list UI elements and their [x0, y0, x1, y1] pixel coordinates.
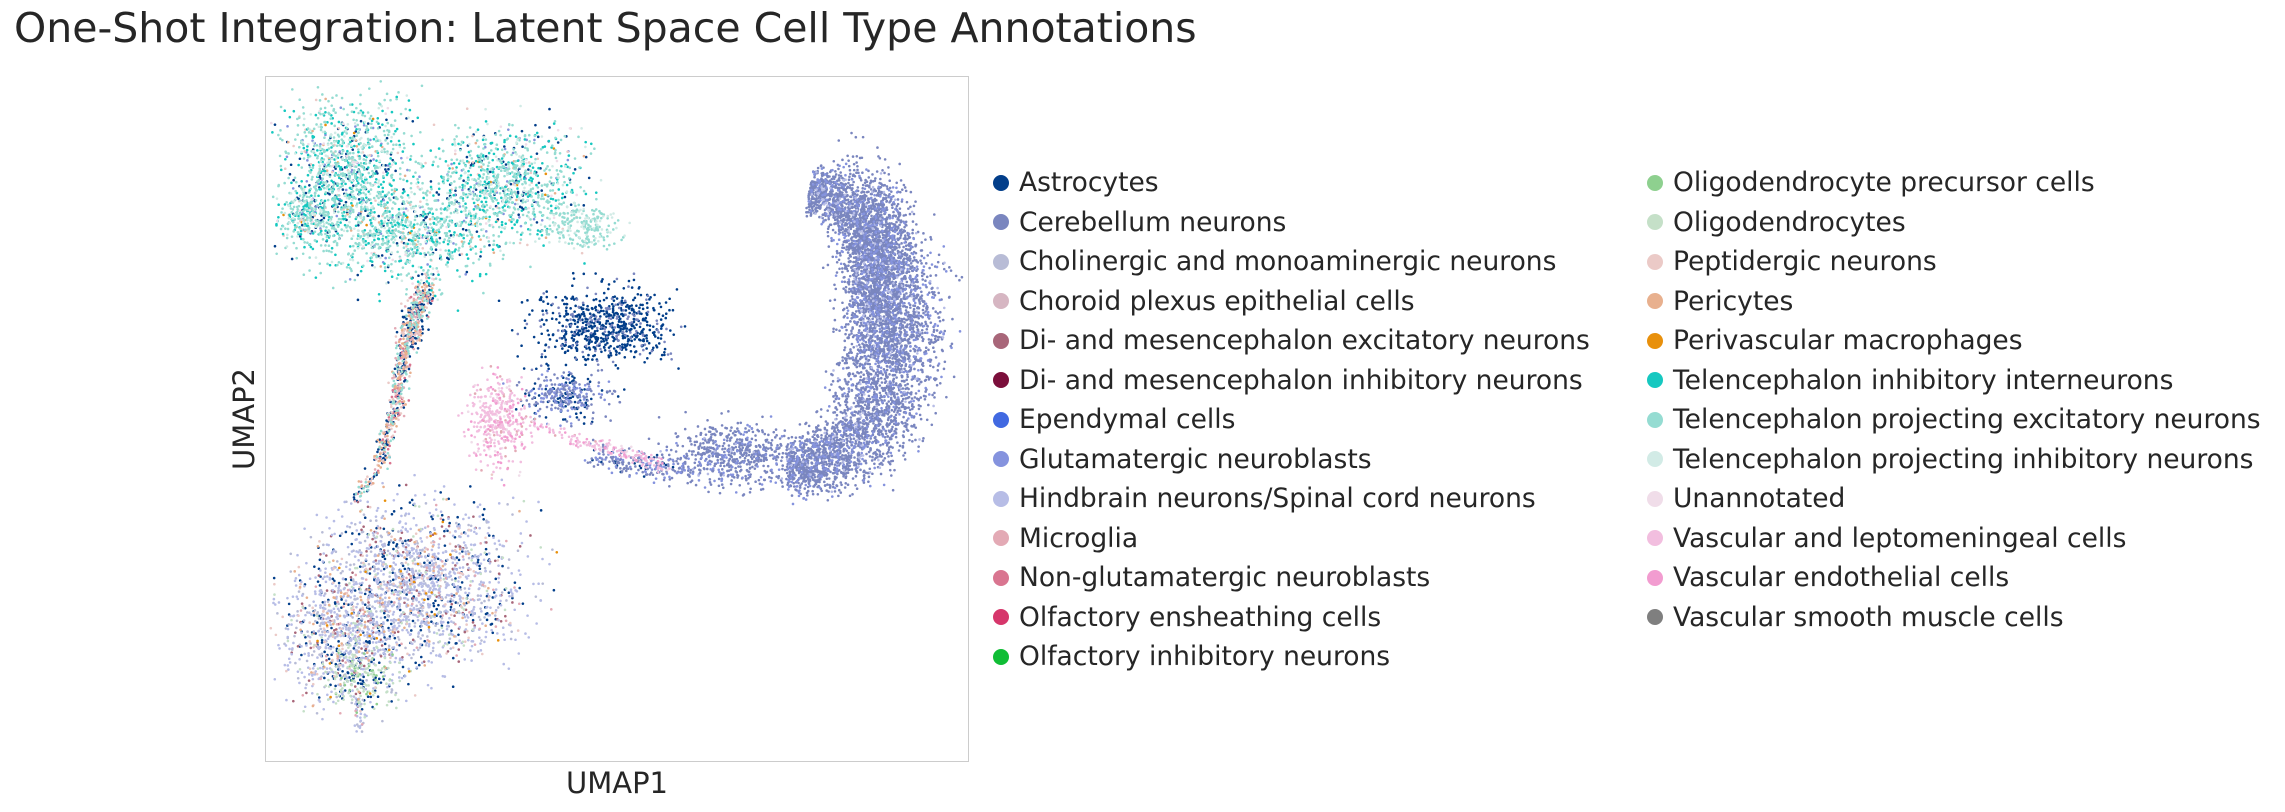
legend-item: Vascular endothelial cells: [1647, 558, 2261, 598]
series-21-points: [269, 106, 669, 477]
series-23-points: [467, 366, 664, 487]
legend-label: Vascular and leptomeningeal cells: [1673, 522, 2127, 554]
legend-swatch: [993, 569, 1009, 586]
legend-item: Vascular smooth muscle cells: [1647, 598, 2261, 638]
legend-item: Microglia: [993, 519, 1590, 559]
legend-item: Telencephalon projecting excitatory neur…: [1647, 400, 2261, 440]
y-axis-label: UMAP2: [227, 367, 261, 471]
legend-label: Cholinergic and monoaminergic neurons: [1019, 246, 1557, 278]
legend-item: Telencephalon projecting inhibitory neur…: [1647, 440, 2261, 480]
legend-item: Olfactory inhibitory neurons: [993, 637, 1590, 677]
legend-item: Di- and mesencephalon inhibitory neurons: [993, 361, 1590, 401]
legend-label: Oligodendrocyte precursor cells: [1673, 167, 2095, 199]
legend-swatch: [993, 174, 1009, 191]
legend-item: Telencephalon inhibitory interneurons: [1647, 361, 2261, 401]
legend-swatch: [1647, 530, 1663, 547]
legend-swatch: [993, 451, 1009, 468]
legend-item: Vascular and leptomeningeal cells: [1647, 519, 2261, 559]
legend-swatch: [993, 214, 1009, 231]
legend-label: Astrocytes: [1019, 167, 1159, 199]
legend-swatch: [1647, 214, 1663, 231]
legend-column-1: Astrocytes Cerebellum neurons Cholinergic …: [993, 163, 1590, 677]
legend-item: Unannotated: [1647, 479, 2261, 519]
legend-item: Astrocytes: [993, 163, 1590, 203]
legend-swatch: [1647, 411, 1663, 428]
legend-label: Di- and mesencephalon excitatory neurons: [1019, 325, 1590, 357]
legend-swatch: [993, 332, 1009, 349]
legend-swatch: [1647, 253, 1663, 270]
legend-swatch: [993, 293, 1009, 310]
legend-swatch: [993, 253, 1009, 270]
plot-area: [265, 76, 969, 762]
legend-label: Non-glutamatergic neuroblasts: [1019, 562, 1431, 594]
chart-title: One-Shot Integration: Latent Space Cell …: [14, 4, 1197, 52]
legend-item: Peptidergic neurons: [1647, 242, 2261, 282]
legend-label: Olfactory inhibitory neurons: [1019, 641, 1391, 673]
legend-swatch: [1647, 293, 1663, 310]
legend-column-2: Oligodendrocyte precursor cells Oligodend…: [1647, 163, 2261, 637]
legend-label: Telencephalon projecting excitatory neur…: [1673, 404, 2261, 436]
legend-label: Vascular endothelial cells: [1673, 562, 2010, 594]
legend-item: Di- and mesencephalon excitatory neurons: [993, 321, 1590, 361]
legend-label: Microglia: [1019, 522, 1139, 554]
legend-item: Oligodendrocytes: [1647, 203, 2261, 243]
legend-label: Oligodendrocytes: [1673, 206, 1906, 238]
series-19-points: [271, 80, 625, 498]
legend-swatch: [1647, 569, 1663, 586]
legend-swatch: [1647, 332, 1663, 349]
legend-item: Olfactory ensheathing cells: [993, 598, 1590, 638]
legend-label: Telencephalon projecting inhibitory neur…: [1673, 443, 2254, 475]
legend-item: Cerebellum neurons: [993, 203, 1590, 243]
legend-item: Cholinergic and monoaminergic neurons: [993, 242, 1590, 282]
legend-label: Di- and mesencephalon inhibitory neurons: [1019, 364, 1583, 396]
series-20-points: [275, 94, 631, 301]
legend-swatch: [993, 648, 1009, 665]
legend-label: Vascular smooth muscle cells: [1673, 601, 2064, 633]
legend-item: Hindbrain neurons/Spinal cord neurons: [993, 479, 1590, 519]
legend-item: Pericytes: [1647, 282, 2261, 322]
legend-label: Cerebellum neurons: [1019, 206, 1287, 238]
legend-swatch: [993, 372, 1009, 389]
legend-label: Glutamatergic neuroblasts: [1019, 443, 1372, 475]
legend-swatch: [993, 490, 1009, 507]
legend-swatch: [993, 609, 1009, 626]
legend-label: Peptidergic neurons: [1673, 246, 1937, 278]
legend-swatch: [1647, 372, 1663, 389]
legend-swatch: [1647, 451, 1663, 468]
legend-item: Choroid plexus epithelial cells: [993, 282, 1590, 322]
series-13-points: [334, 651, 394, 714]
legend-label: Choroid plexus epithelial cells: [1019, 285, 1415, 317]
legend-item: Ependymal cells: [993, 400, 1590, 440]
legend-label: Unannotated: [1673, 483, 1846, 515]
legend-swatch: [993, 411, 1009, 428]
legend-item: Glutamatergic neuroblasts: [993, 440, 1590, 480]
legend-item: Non-glutamatergic neuroblasts: [993, 558, 1590, 598]
legend-swatch: [1647, 609, 1663, 626]
legend-swatch: [1647, 174, 1663, 191]
legend-swatch: [1647, 490, 1663, 507]
series-22-points: [457, 366, 671, 480]
legend-swatch: [993, 530, 1009, 547]
legend-item: Oligodendrocyte precursor cells: [1647, 163, 2261, 203]
legend-label: Telencephalon inhibitory interneurons: [1673, 364, 2174, 396]
series-8-points: [272, 170, 946, 733]
x-axis-label: UMAP1: [565, 766, 669, 800]
series-9-points: [299, 282, 638, 726]
legend-label: Perivascular macrophages: [1673, 325, 2023, 357]
legend-label: Ependymal cells: [1019, 404, 1236, 436]
legend-label: Hindbrain neurons/Spinal cord neurons: [1019, 483, 1536, 515]
scatter-plot: [269, 80, 964, 733]
legend-label: Olfactory ensheathing cells: [1019, 601, 1382, 633]
legend-label: Pericytes: [1673, 285, 1794, 317]
legend-item: Perivascular macrophages: [1647, 321, 2261, 361]
